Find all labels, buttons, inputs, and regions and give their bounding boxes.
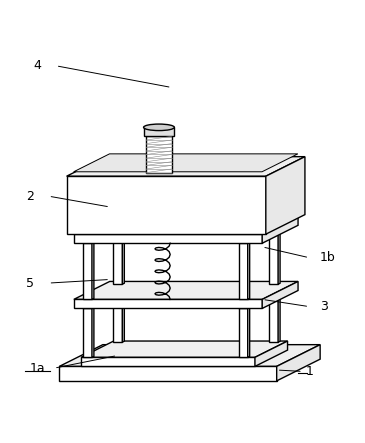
Text: 1b: 1b [320, 251, 336, 264]
Polygon shape [74, 234, 262, 243]
Polygon shape [122, 292, 124, 342]
Polygon shape [113, 228, 122, 284]
Polygon shape [262, 281, 298, 308]
Polygon shape [92, 307, 94, 358]
Polygon shape [262, 216, 298, 243]
FancyBboxPatch shape [143, 127, 174, 136]
Polygon shape [255, 341, 288, 366]
Polygon shape [269, 228, 278, 284]
Polygon shape [122, 227, 124, 284]
Text: 1a: 1a [30, 361, 45, 375]
Polygon shape [81, 341, 288, 358]
Text: 4: 4 [34, 59, 42, 72]
Polygon shape [248, 242, 250, 299]
Polygon shape [83, 243, 92, 299]
Polygon shape [74, 154, 298, 172]
Polygon shape [59, 366, 277, 381]
Polygon shape [66, 157, 305, 176]
Polygon shape [59, 345, 320, 366]
Polygon shape [113, 292, 124, 293]
Polygon shape [74, 281, 298, 299]
Polygon shape [266, 157, 305, 234]
Polygon shape [74, 299, 262, 308]
Polygon shape [81, 358, 255, 366]
Polygon shape [269, 292, 280, 293]
Polygon shape [92, 242, 94, 299]
Polygon shape [239, 307, 250, 308]
Polygon shape [74, 216, 298, 234]
Polygon shape [239, 308, 248, 358]
Polygon shape [278, 292, 280, 342]
Ellipse shape [143, 124, 174, 131]
Polygon shape [278, 227, 280, 284]
Polygon shape [239, 242, 250, 243]
Polygon shape [269, 227, 280, 228]
Polygon shape [83, 242, 94, 243]
FancyBboxPatch shape [146, 136, 172, 173]
Text: 1: 1 [280, 365, 314, 378]
Polygon shape [113, 227, 124, 228]
Polygon shape [269, 293, 278, 342]
Text: 2: 2 [26, 190, 34, 202]
FancyBboxPatch shape [99, 211, 108, 234]
Text: 5: 5 [26, 276, 34, 290]
Polygon shape [66, 176, 266, 234]
Polygon shape [277, 345, 320, 381]
Polygon shape [113, 293, 122, 342]
Text: 3: 3 [320, 300, 328, 313]
Polygon shape [239, 243, 248, 299]
Polygon shape [83, 308, 92, 358]
Polygon shape [83, 307, 94, 308]
Polygon shape [248, 307, 250, 358]
FancyBboxPatch shape [108, 211, 111, 233]
